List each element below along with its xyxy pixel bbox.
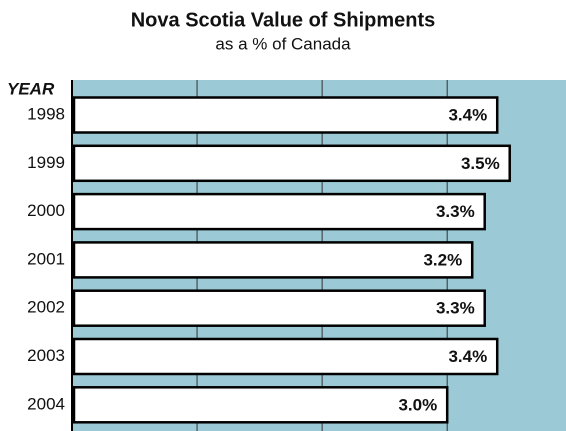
value-label: 3.2%: [423, 250, 462, 269]
bar: [72, 241, 474, 279]
y-tick-label: 1999: [27, 153, 65, 172]
y-tick-label: 2004: [27, 394, 65, 413]
bar: [72, 96, 499, 134]
value-label: 3.3%: [436, 202, 475, 221]
value-label: 3.4%: [448, 105, 487, 124]
value-label: 3.5%: [461, 154, 500, 173]
y-tick-label: 2000: [27, 201, 65, 220]
chart-subtitle: as a % of Canada: [215, 34, 351, 53]
value-label: 3.4%: [448, 347, 487, 366]
y-tick-label: 2002: [27, 298, 65, 317]
y-tick-label: 2003: [27, 346, 65, 365]
chart-title: Nova Scotia Value of Shipments: [131, 9, 436, 31]
bar: [72, 386, 449, 424]
value-label: 3.3%: [436, 299, 475, 318]
bar: [72, 192, 486, 231]
y-tick-label: 1998: [27, 104, 65, 123]
value-label: 3.0%: [398, 395, 437, 414]
bar: [72, 144, 511, 183]
bar: [72, 337, 499, 376]
y-axis-label: YEAR: [7, 79, 55, 98]
y-tick-label: 2001: [27, 249, 65, 268]
bar: [72, 289, 486, 327]
